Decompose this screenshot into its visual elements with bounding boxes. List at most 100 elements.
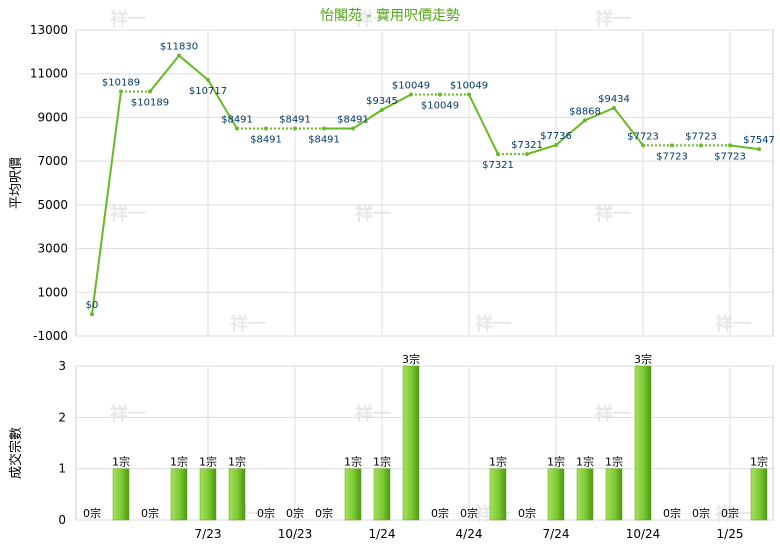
volume-bar-label: 1宗 (344, 455, 362, 469)
price-point (728, 143, 732, 148)
price-y-axis: 13000 11000 9000 7000 5000 3000 1000 -1000 (30, 23, 68, 343)
price-point-label: $8868 (569, 106, 601, 117)
volume-bar (402, 365, 420, 521)
price-point (119, 89, 123, 94)
volume-bar-label: 0宗 (286, 506, 304, 520)
watermark-text: 祥一 (110, 8, 146, 30)
price-line-segment (468, 94, 499, 155)
price-tick-label: 13000 (30, 23, 68, 37)
volume-bar-label: 0宗 (460, 506, 478, 520)
watermark-text: 祥一 (110, 203, 146, 225)
price-point-label: $7547 (743, 135, 775, 146)
price-line-segment (555, 119, 586, 146)
price-point (322, 126, 326, 131)
price-tick-label: 1000 (37, 285, 68, 299)
price-line-segment (526, 144, 557, 156)
watermark-text: 祥一 (355, 403, 391, 425)
price-point (235, 126, 239, 131)
volume-bar-label: 0宗 (431, 506, 449, 520)
volume-bar-label: 1宗 (199, 455, 217, 469)
volume-tick-label: 2 (58, 410, 66, 424)
volume-bar-label: 1宗 (373, 455, 391, 469)
volume-bar (373, 468, 391, 521)
price-point-label: $8491 (221, 115, 253, 126)
volume-bar (605, 468, 623, 521)
price-line-segment (91, 91, 122, 315)
volume-bar-label: 0宗 (83, 506, 101, 520)
price-tick-label: -1000 (33, 329, 68, 343)
x-tick-label: 10/24 (626, 527, 661, 541)
price-line-segment (584, 107, 615, 122)
watermark-text: 祥一 (355, 203, 391, 225)
volume-bar-label: 3宗 (402, 352, 420, 366)
volume-tick-label: 0 (58, 513, 66, 527)
volume-bar (170, 468, 188, 521)
price-point-label: $7321 (482, 160, 514, 171)
price-line-segment (207, 79, 238, 130)
watermark-text: 祥一 (595, 8, 631, 30)
volume-bar-label: 0宗 (692, 506, 710, 520)
price-point-label: $8491 (250, 135, 282, 146)
x-tick-label: 4/24 (456, 527, 483, 541)
price-point (496, 152, 500, 157)
price-line-segment (613, 107, 644, 146)
x-tick-label: 7/24 (543, 527, 570, 541)
x-tick-label: 10/23 (278, 527, 313, 541)
price-point-label: $7736 (540, 131, 572, 142)
chart-title: 怡閣苑 - 實用呎價走勢 (320, 7, 460, 24)
price-point (148, 89, 152, 94)
price-line-segment (149, 54, 180, 93)
volume-bar (228, 468, 246, 521)
watermark-text: 祥一 (475, 313, 511, 335)
price-line-segment (381, 93, 412, 111)
volume-tick-label: 3 (58, 359, 66, 373)
price-point-label: $10049 (450, 81, 488, 92)
price-point-label: $10717 (189, 86, 227, 97)
price-tick-label: 3000 (37, 242, 68, 256)
price-point-label: $8491 (308, 135, 340, 146)
volume-bar-label: 1宗 (576, 455, 594, 469)
volume-bar (576, 468, 594, 521)
grid-layer (75, 29, 774, 521)
price-point (699, 143, 703, 148)
volume-bar-label: 1宗 (489, 455, 507, 469)
price-point (641, 143, 645, 148)
volume-tick-label: 1 (58, 462, 66, 476)
price-point-label: $7723 (627, 131, 659, 142)
volume-bar (750, 468, 768, 521)
price-point-label: $10049 (392, 81, 430, 92)
price-point (670, 143, 674, 148)
watermark-text: 祥一 (715, 313, 751, 335)
price-point-label: $9345 (366, 96, 398, 107)
price-point-label: $7723 (714, 151, 746, 162)
price-point (554, 143, 558, 148)
price-tick-label: 9000 (37, 110, 68, 124)
price-plot-frame (75, 29, 774, 337)
price-point (293, 126, 297, 131)
price-point-label: $11830 (160, 42, 198, 53)
volume-axis-title: 成交宗數 (8, 427, 24, 479)
volume-bar-label: 0宗 (315, 506, 333, 520)
watermark-text: 祥一 (110, 403, 146, 425)
price-tick-label: 5000 (37, 198, 68, 212)
price-point (612, 105, 616, 110)
price-point (206, 77, 210, 82)
volume-bar-label: 1宗 (750, 455, 768, 469)
price-point (757, 147, 761, 152)
price-point-label: $10049 (421, 101, 459, 112)
price-point (351, 126, 355, 131)
volume-bar-label: 0宗 (721, 506, 739, 520)
price-point-label: $8491 (337, 115, 369, 126)
price-point-label: $7723 (685, 131, 717, 142)
price-point-label: $8491 (279, 115, 311, 126)
volume-bars: 0宗 1宗 0宗 1宗 1宗 1宗 0宗 0宗 0宗 1宗 1宗 3宗 0宗 0宗 1宗 0宗 1宗 1宗 1宗 3宗… (83, 352, 768, 521)
price-axis-title: 平均呎價 (9, 157, 24, 209)
volume-bar (344, 468, 362, 521)
volume-bar-label: 0宗 (141, 506, 159, 520)
volume-y-axis: 3 2 1 0 (58, 359, 66, 527)
volume-bar (489, 468, 507, 521)
price-point (264, 126, 268, 131)
price-point (583, 118, 587, 123)
